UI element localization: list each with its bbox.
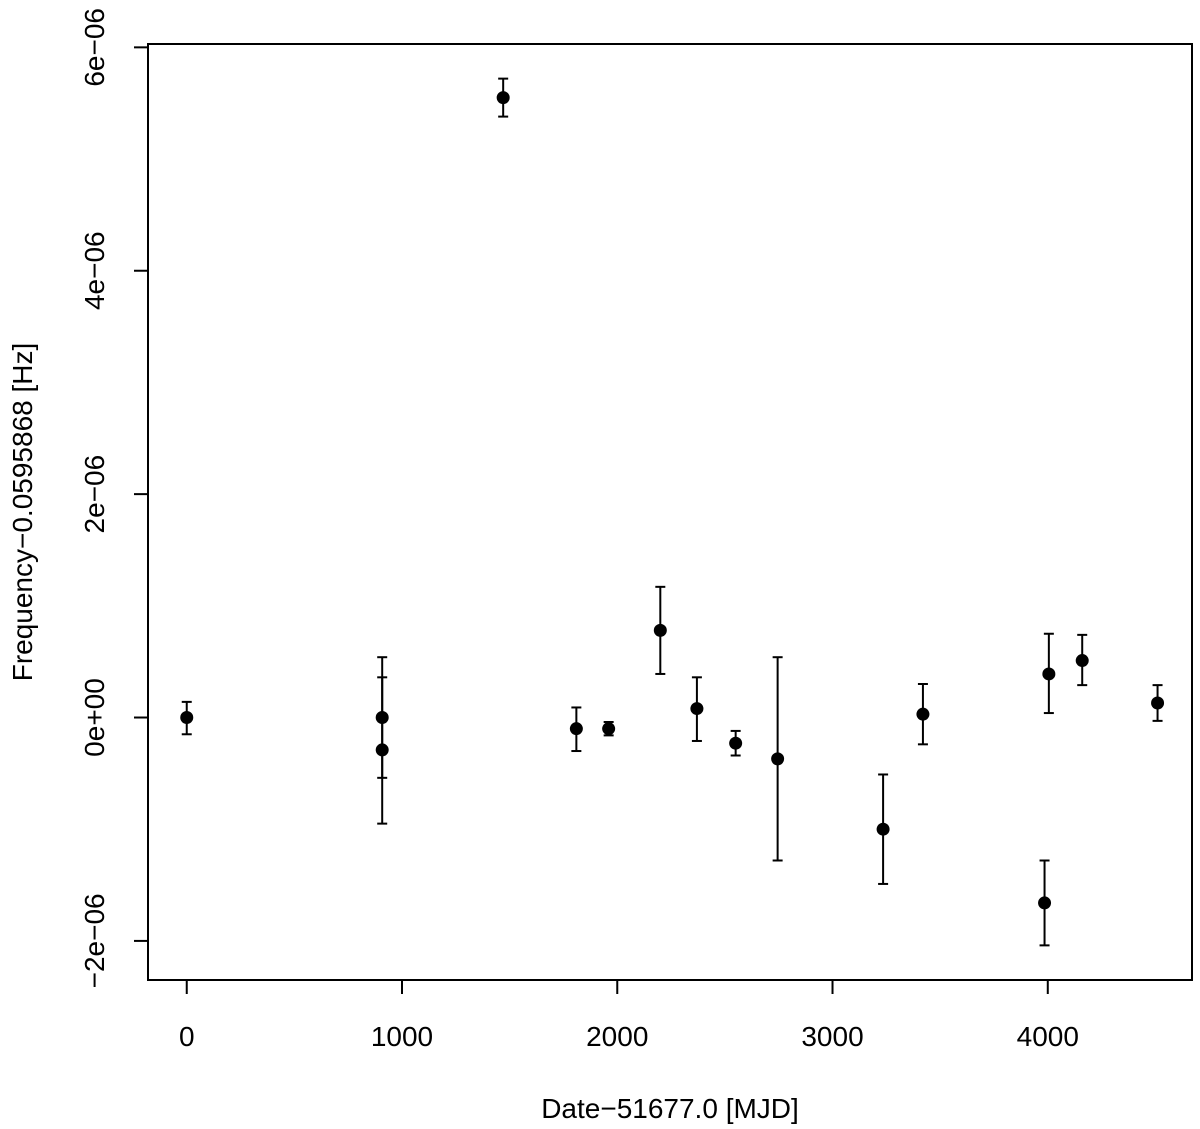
point-marker <box>771 752 785 766</box>
x-tick-label: 0 <box>179 1021 195 1052</box>
y-tick-label: 6e−06 <box>79 8 110 87</box>
x-tick-label: 3000 <box>801 1021 863 1052</box>
y-tick-label: 4e−06 <box>79 231 110 310</box>
point-marker <box>653 623 667 637</box>
x-tick-label: 1000 <box>371 1021 433 1052</box>
point-marker <box>496 91 510 105</box>
x-axis-title: Date−51677.0 [MJD] <box>541 1093 799 1124</box>
data-point <box>729 729 743 757</box>
data-point <box>496 77 510 118</box>
point-marker <box>602 722 616 736</box>
data-point <box>180 700 194 736</box>
data-point <box>569 706 583 753</box>
point-marker <box>729 736 743 750</box>
x-tick-label: 4000 <box>1017 1021 1079 1052</box>
data-point <box>876 773 890 885</box>
point-marker <box>690 702 704 716</box>
y-axis: −2e−06 0e+00 2e−06 4e−06 6e−06 <box>79 8 149 988</box>
y-tick-label: 2e−06 <box>79 455 110 534</box>
point-marker <box>1038 896 1052 910</box>
x-axis: 0 1000 2000 3000 4000 <box>179 979 1079 1052</box>
point-marker <box>569 722 583 736</box>
plot-frame <box>147 43 1193 981</box>
x-tick-label: 2000 <box>586 1021 648 1052</box>
point-marker <box>1151 696 1165 710</box>
data-point <box>916 683 930 746</box>
data-point <box>771 656 785 862</box>
point-marker <box>916 707 930 721</box>
data-points <box>180 77 1165 947</box>
point-marker <box>876 822 890 836</box>
data-point <box>653 585 667 675</box>
data-point <box>602 720 616 737</box>
data-point <box>1038 859 1052 947</box>
data-point <box>690 676 704 742</box>
data-point <box>375 676 389 825</box>
point-marker <box>375 743 389 757</box>
data-point <box>1042 632 1056 715</box>
data-point <box>1151 684 1165 722</box>
point-marker <box>1075 654 1089 668</box>
y-tick-label: 0e+00 <box>79 678 110 757</box>
y-tick-label: −2e−06 <box>79 893 110 988</box>
y-axis-title: Frequency−0.0595868 [Hz] <box>7 343 38 682</box>
data-point <box>1075 633 1089 687</box>
point-marker <box>180 711 194 725</box>
point-marker <box>1042 667 1056 681</box>
